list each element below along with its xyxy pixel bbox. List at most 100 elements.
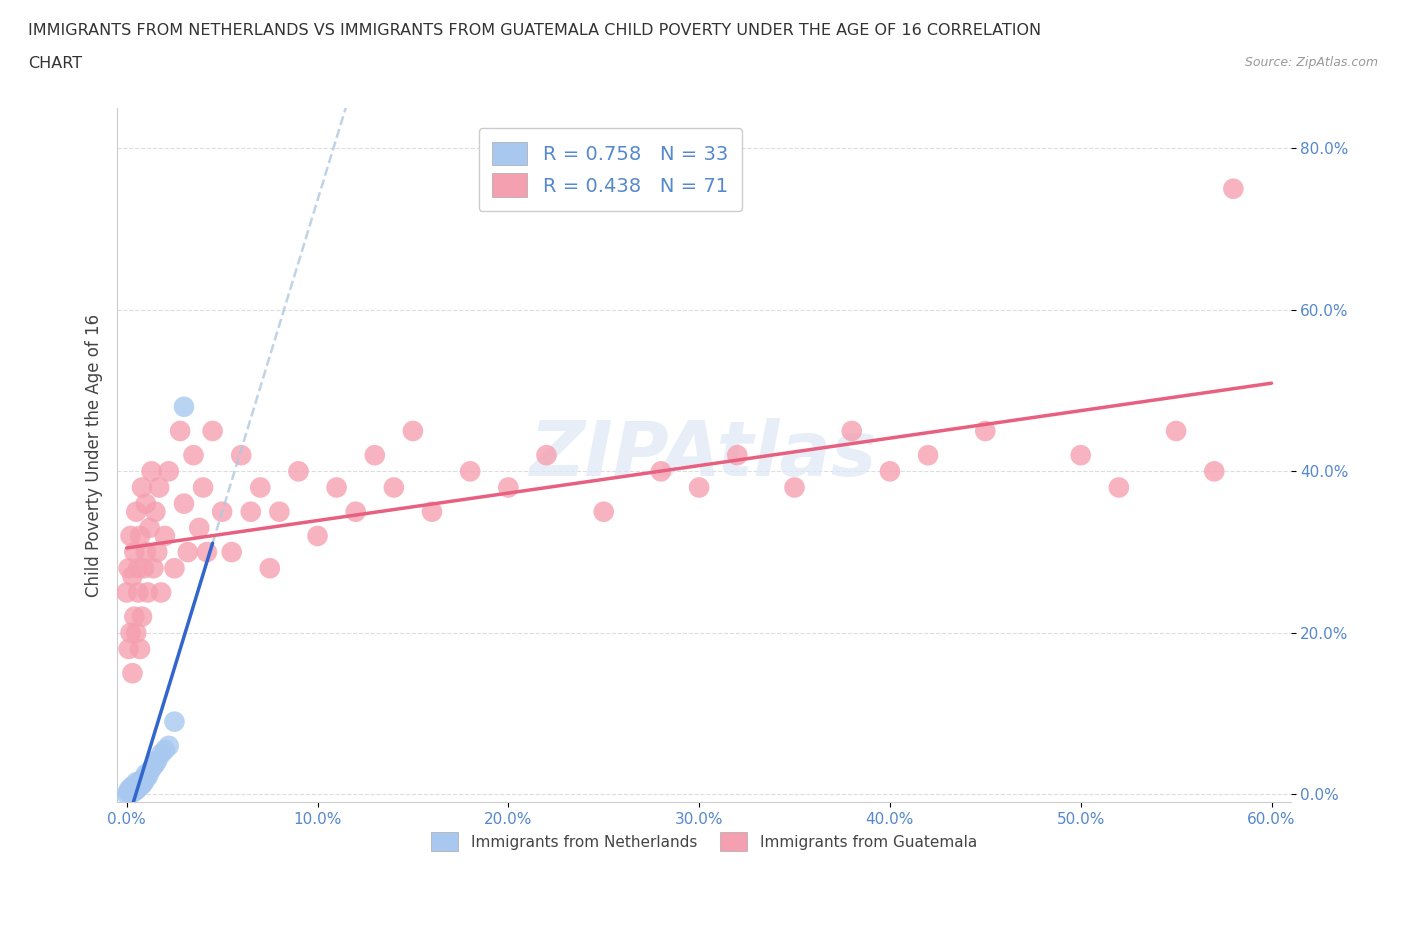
Point <box>135 771 157 786</box>
Point <box>231 447 253 462</box>
Point <box>191 480 214 495</box>
Point <box>364 447 387 462</box>
Point <box>115 787 138 802</box>
Point <box>142 759 165 774</box>
Point <box>131 777 153 792</box>
Point <box>1164 423 1187 438</box>
Point <box>344 504 367 519</box>
Point <box>125 783 148 798</box>
Point <box>650 464 672 479</box>
Point <box>125 775 148 790</box>
Point <box>127 780 149 795</box>
Point <box>135 545 157 560</box>
Point <box>136 769 159 784</box>
Point <box>129 778 152 793</box>
Text: ZIPAtlas: ZIPAtlas <box>530 418 877 492</box>
Point <box>173 497 195 512</box>
Point <box>120 780 142 795</box>
Point <box>498 480 520 495</box>
Point <box>121 666 143 681</box>
Point <box>150 747 173 762</box>
Point <box>173 399 195 414</box>
Point <box>129 528 152 543</box>
Point <box>259 561 281 576</box>
Point <box>157 738 180 753</box>
Point <box>136 585 159 600</box>
Point <box>150 585 173 600</box>
Point <box>125 504 148 519</box>
Point <box>1204 464 1226 479</box>
Point <box>132 561 155 576</box>
Point <box>141 761 163 776</box>
Point <box>124 784 146 799</box>
Point <box>879 464 901 479</box>
Point <box>163 714 186 729</box>
Point <box>163 561 186 576</box>
Point <box>307 528 329 543</box>
Point <box>120 784 142 799</box>
Point <box>143 756 166 771</box>
Point <box>117 783 139 798</box>
Point <box>420 504 443 519</box>
Point <box>153 742 176 757</box>
Point <box>146 753 169 768</box>
Point <box>117 561 139 576</box>
Point <box>115 585 138 600</box>
Point <box>117 642 139 657</box>
Point <box>325 480 347 495</box>
Point <box>592 504 614 519</box>
Point <box>536 447 558 462</box>
Point <box>121 778 143 793</box>
Point <box>841 423 863 438</box>
Point <box>458 464 481 479</box>
Point <box>131 609 153 624</box>
Legend: Immigrants from Netherlands, Immigrants from Guatemala: Immigrants from Netherlands, Immigrants … <box>425 827 983 857</box>
Point <box>783 480 806 495</box>
Point <box>127 585 149 600</box>
Point <box>124 609 146 624</box>
Point <box>124 545 146 560</box>
Point <box>120 528 142 543</box>
Point <box>725 447 748 462</box>
Point <box>141 464 163 479</box>
Point <box>143 504 166 519</box>
Point <box>195 545 218 560</box>
Point <box>183 447 205 462</box>
Point <box>135 766 157 781</box>
Point <box>120 625 142 640</box>
Point <box>169 423 191 438</box>
Point <box>157 464 180 479</box>
Point <box>382 480 405 495</box>
Point <box>221 545 243 560</box>
Point <box>127 561 149 576</box>
Y-axis label: Child Poverty Under the Age of 16: Child Poverty Under the Age of 16 <box>86 313 103 597</box>
Point <box>1070 447 1092 462</box>
Point <box>121 569 143 584</box>
Point <box>917 447 939 462</box>
Point <box>201 423 224 438</box>
Text: CHART: CHART <box>28 56 82 71</box>
Point <box>402 423 425 438</box>
Point <box>124 779 146 794</box>
Point <box>153 528 176 543</box>
Point <box>129 774 152 789</box>
Point <box>148 480 170 495</box>
Point <box>121 785 143 800</box>
Point <box>138 521 160 536</box>
Point <box>188 521 211 536</box>
Point <box>142 561 165 576</box>
Point <box>135 497 157 512</box>
Point <box>239 504 262 519</box>
Point <box>117 785 139 800</box>
Point <box>211 504 233 519</box>
Point <box>974 423 997 438</box>
Point <box>138 764 160 779</box>
Point <box>1222 181 1244 196</box>
Point <box>249 480 271 495</box>
Point <box>131 480 153 495</box>
Point <box>269 504 291 519</box>
Point <box>121 782 143 797</box>
Point <box>127 777 149 791</box>
Point <box>688 480 710 495</box>
Point <box>129 642 152 657</box>
